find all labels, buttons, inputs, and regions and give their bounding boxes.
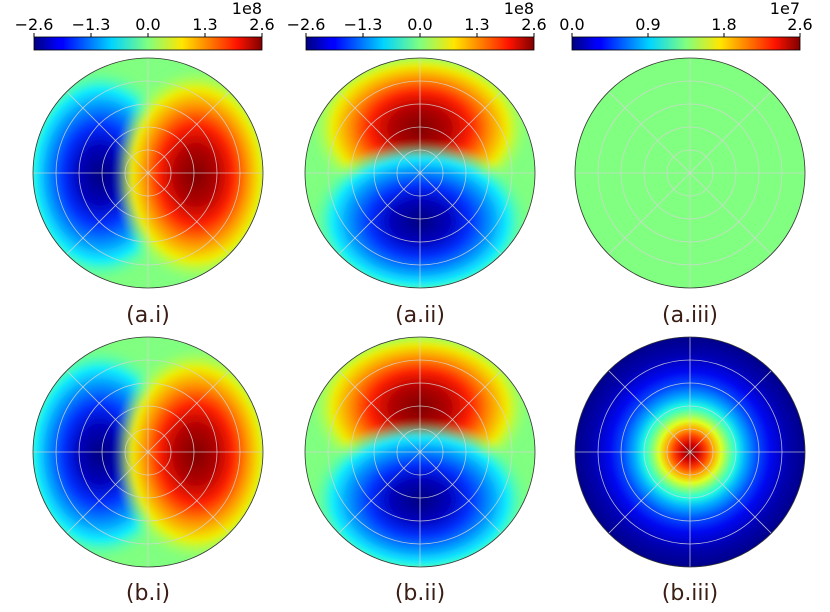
colorbar-tick-label: 1.8 xyxy=(711,15,736,34)
panel-label: (a.ii) xyxy=(395,303,445,328)
angular-gridline xyxy=(66,91,230,255)
panel-label: (b.ii) xyxy=(395,581,445,606)
colorbar-exponent: 1e8 xyxy=(504,0,534,18)
polar-panel-1 xyxy=(32,57,264,289)
panel-label: (b.i) xyxy=(126,581,170,606)
colorbar-tick-label: 1.3 xyxy=(192,15,217,34)
panel-label: (a.i) xyxy=(126,303,170,328)
colorbar-tick-label: 2.6 xyxy=(787,15,812,34)
colorbar-gradient xyxy=(305,36,535,51)
heatmap-lobes xyxy=(33,344,263,564)
polar-frame xyxy=(32,57,264,289)
colorbar-tick-label: 0.0 xyxy=(135,15,160,34)
colorbar-tick-label: 2.6 xyxy=(521,15,546,34)
colorbar-tick-label: 0.0 xyxy=(407,15,432,34)
angular-gridline xyxy=(338,91,502,255)
polar-panel-2 xyxy=(304,57,536,289)
heatmap-lobes xyxy=(33,65,263,285)
colorbar-exponent: 1e7 xyxy=(770,0,800,18)
colorbar-tick-label: −2.6 xyxy=(287,15,326,34)
positive-lobe xyxy=(114,344,263,564)
polar-panel-5 xyxy=(304,336,536,568)
polar-panel-4 xyxy=(32,336,264,568)
colorbar-tick-label: 0.9 xyxy=(635,15,660,34)
colorbar-exponent: 1e8 xyxy=(232,0,262,18)
colorbar-gradient xyxy=(33,36,263,51)
colorbar-tick-label: −1.3 xyxy=(72,15,111,34)
angular-gridline xyxy=(608,91,772,255)
angular-gridline xyxy=(338,370,502,534)
polar-frame xyxy=(574,336,806,568)
polar-panel-3 xyxy=(574,57,806,289)
positive-lobe xyxy=(114,65,263,285)
colorbar-tick-label: 0.0 xyxy=(559,15,584,34)
colorbar-tick-label: −2.6 xyxy=(15,15,54,34)
colorbar-gradient xyxy=(571,36,801,51)
panel-label: (b.iii) xyxy=(662,581,718,606)
polar-frame xyxy=(304,57,536,289)
panels: (a.i) (a.ii) (a.iii) (b.i) (b.ii) (b.iii) xyxy=(32,57,806,606)
polar-frame xyxy=(304,336,536,568)
polar-panel-6 xyxy=(574,336,806,568)
colorbar-tick-label: 2.6 xyxy=(249,15,274,34)
polar-frame xyxy=(574,57,806,289)
panel-label: (a.iii) xyxy=(662,303,718,328)
angular-gridline xyxy=(608,370,772,534)
colorbar-tick-label: −1.3 xyxy=(344,15,383,34)
colorbar-tick-label: 1.3 xyxy=(464,15,489,34)
angular-gridline xyxy=(66,370,230,534)
polar-frame xyxy=(32,336,264,568)
